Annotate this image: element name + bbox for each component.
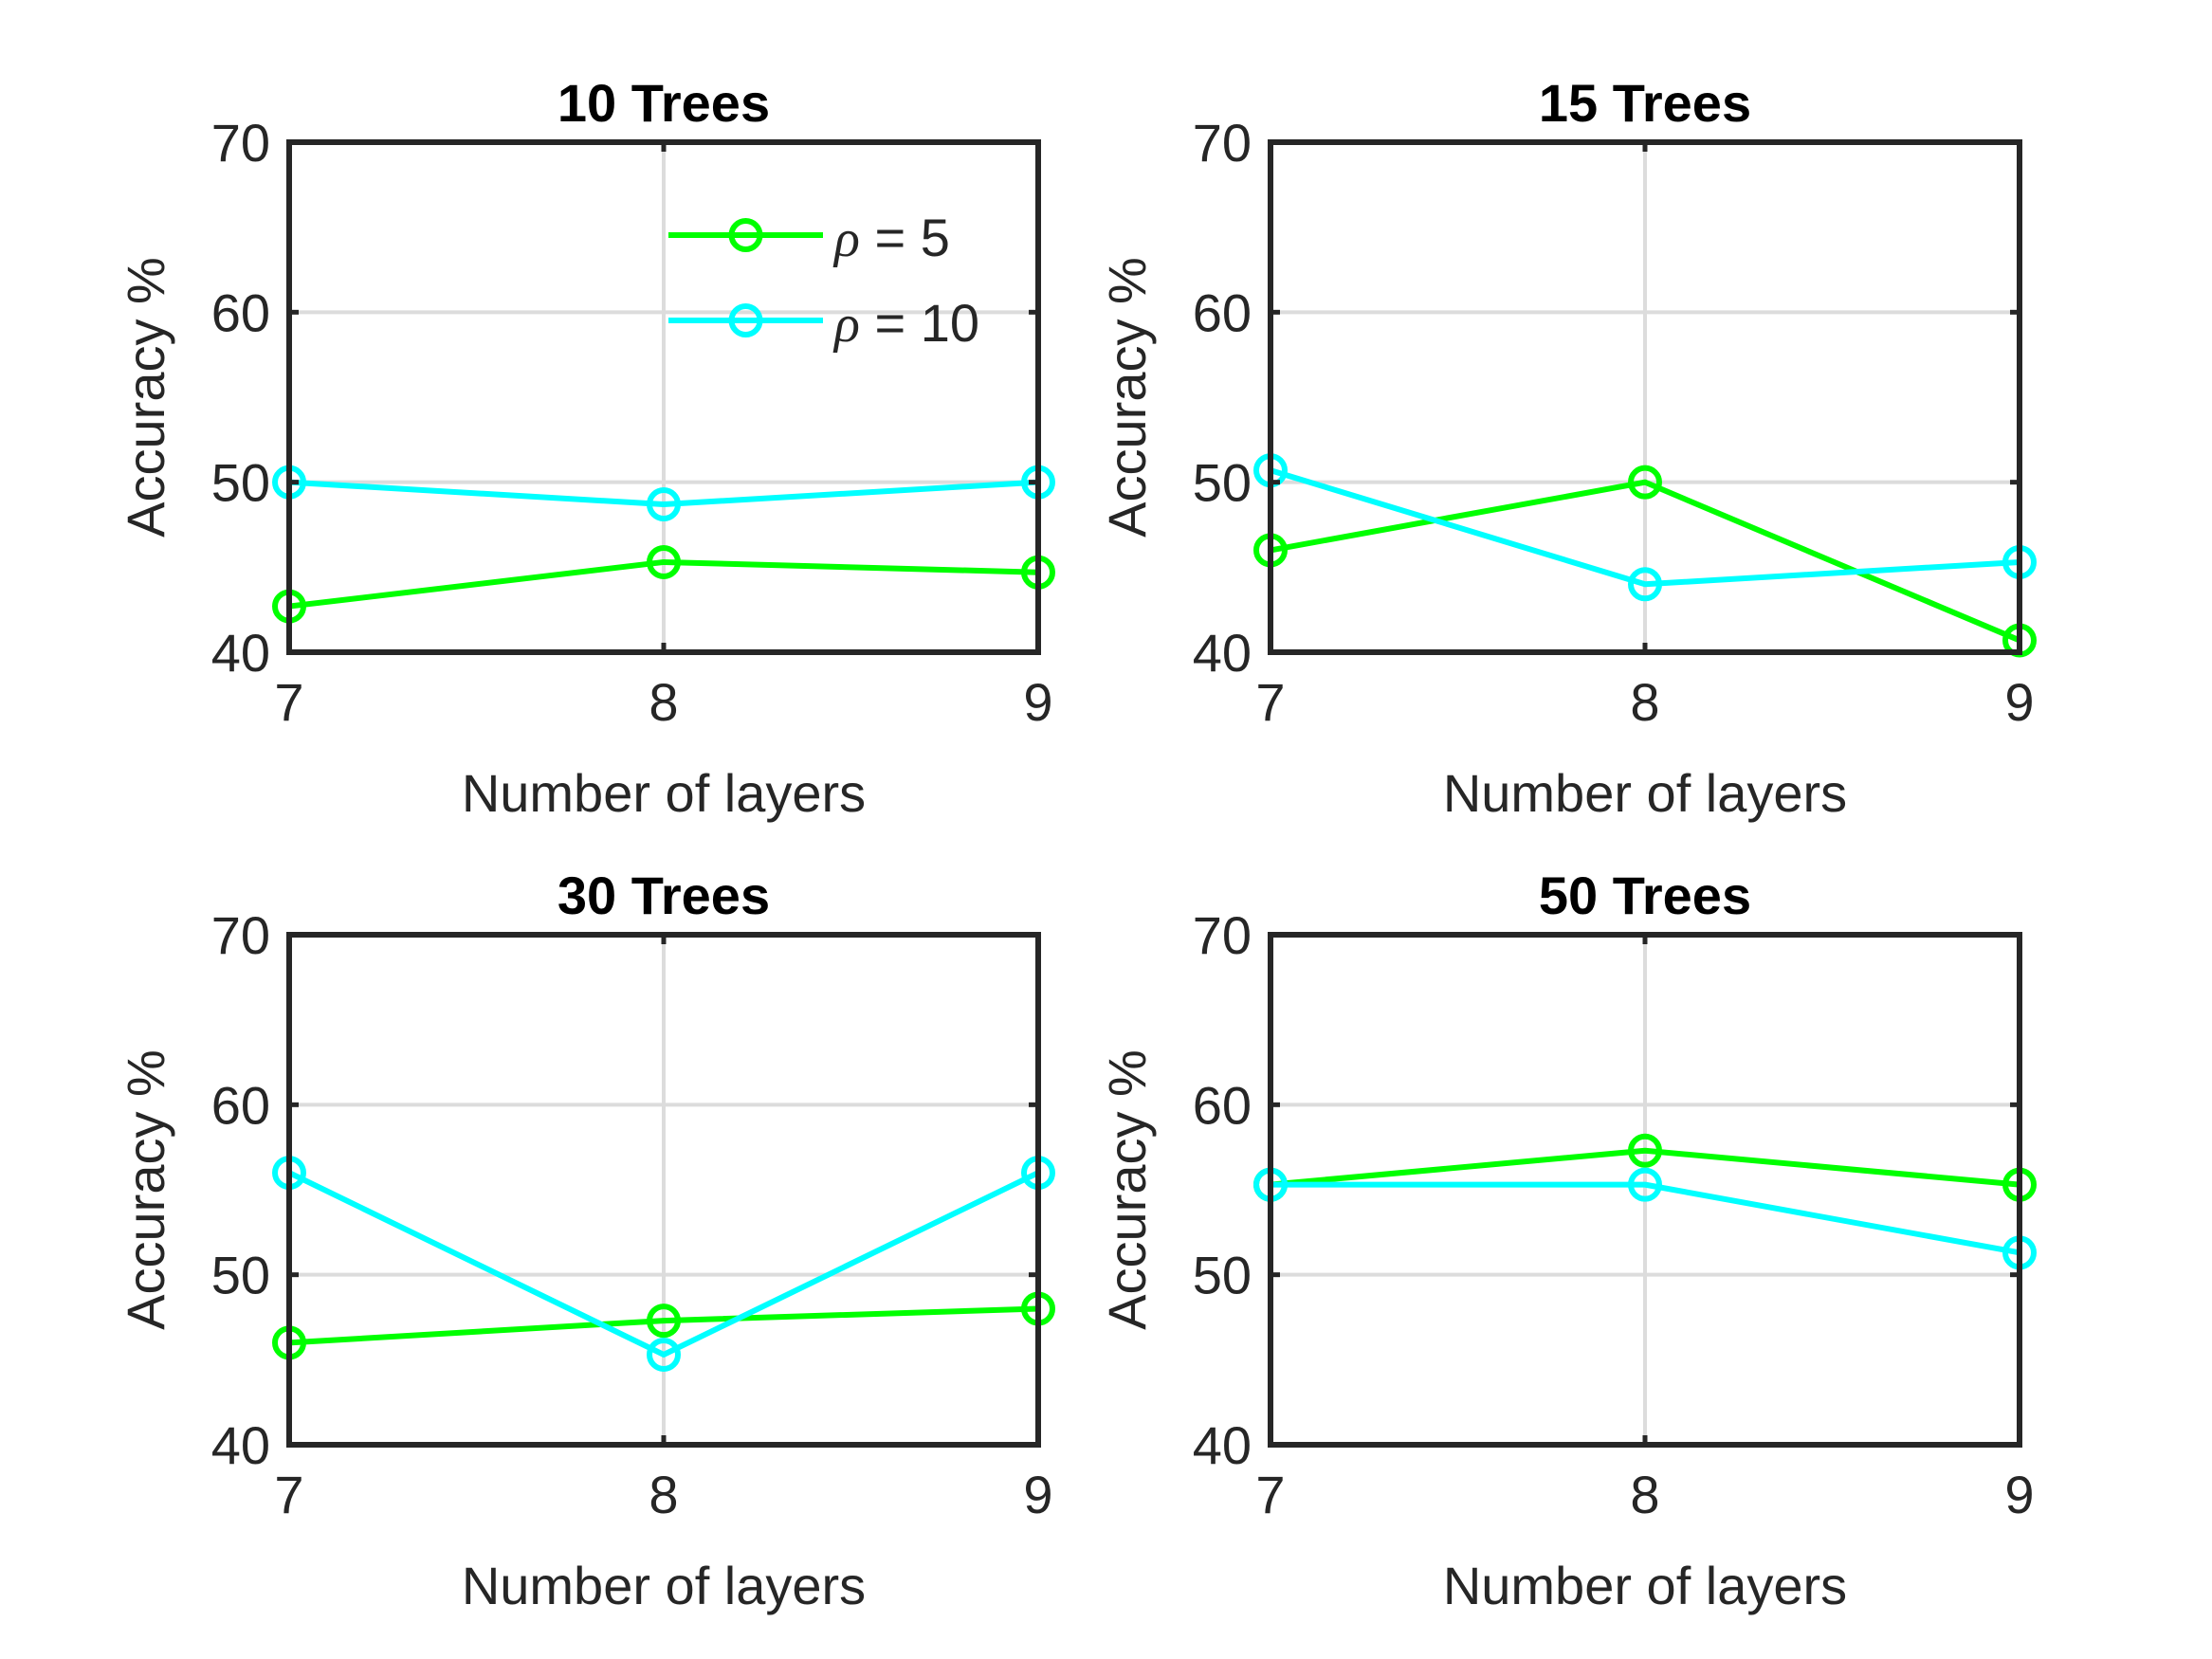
y-tick-label: 50 [211, 1246, 270, 1305]
chart-title: 50 Trees [1539, 866, 1751, 925]
data-point [647, 486, 681, 521]
data-point [1628, 1133, 1662, 1168]
x-tick-label: 9 [1023, 1465, 1052, 1524]
legend-label: ρ = 5 [832, 208, 950, 268]
x-tick-label: 9 [2004, 672, 2034, 732]
subplot-4: 7 8 9 40 50 60 70 50 Trees Number of layers Accur… [1097, 866, 2037, 1615]
x-tick-label: 9 [2004, 1465, 2034, 1524]
series-line-1 [1270, 479, 2021, 644]
legend-label: ρ = 10 [832, 293, 979, 354]
subplot-1: 7 8 9 40 50 60 70 10 Trees Number of layers Accur… [116, 73, 1055, 823]
y-tick-label: 60 [1193, 1075, 1252, 1135]
y-tick-label: 50 [1193, 453, 1252, 513]
x-axis-label: Number of layers [462, 763, 866, 823]
y-tick-label: 50 [1193, 1246, 1252, 1305]
y-tick-label: 60 [211, 1075, 270, 1135]
x-axis-label: Number of layers [1443, 763, 1847, 823]
y-tick-label: 70 [211, 113, 270, 173]
y-tick-label: 60 [1193, 283, 1252, 342]
legend-swatch-marker [728, 218, 763, 252]
subplot-3: 7 8 9 40 50 60 70 30 Trees Number of layers Accur… [116, 866, 1055, 1615]
y-axis-label: Accuracy % [116, 257, 175, 538]
series-line-2 [288, 479, 1039, 507]
y-tick-label: 40 [211, 1415, 270, 1475]
y-tick-label: 70 [1193, 113, 1252, 173]
x-tick-label: 7 [274, 1465, 303, 1524]
series-line-2 [287, 1170, 1040, 1358]
series-line-1 [1270, 1147, 2020, 1188]
y-tick-label: 70 [1193, 905, 1252, 965]
y-axis-label: Accuracy % [1097, 257, 1157, 538]
y-tick-label: 40 [1193, 623, 1252, 683]
y-axis-label: Accuracy % [1097, 1049, 1157, 1330]
legend: ρ = 5ρ = 10 [668, 208, 979, 354]
y-tick-label: 50 [211, 453, 270, 513]
series-line-1 [288, 1305, 1039, 1346]
data-point [1628, 567, 1662, 602]
x-tick-label: 7 [1255, 1465, 1285, 1524]
legend-swatch-marker [728, 303, 763, 337]
legend-value: = 10 [860, 293, 979, 353]
x-tick-label: 7 [274, 672, 303, 732]
subplot-2: 7 8 9 40 50 60 70 15 Trees Number of layers Accur… [1097, 73, 2037, 823]
y-tick-label: 60 [211, 283, 270, 342]
y-tick-label: 70 [211, 905, 270, 965]
data-point [1628, 1167, 1662, 1202]
y-tick-label: 40 [211, 623, 270, 683]
chart-title: 15 Trees [1539, 73, 1751, 133]
x-tick-label: 8 [1630, 672, 1659, 732]
x-axis-label: Number of layers [462, 1556, 866, 1615]
x-tick-label: 7 [1255, 672, 1285, 732]
data-point [647, 1337, 681, 1372]
x-tick-label: 8 [1630, 1465, 1659, 1524]
series-line-1 [288, 558, 1039, 610]
data-point [647, 1304, 681, 1339]
y-axis-label: Accuracy % [116, 1049, 175, 1330]
data-point [1628, 465, 1662, 500]
chart-title: 10 Trees [558, 73, 770, 133]
x-tick-label: 9 [1023, 672, 1052, 732]
x-tick-label: 8 [649, 1465, 678, 1524]
legend-symbol: ρ [832, 295, 860, 354]
x-axis-label: Number of layers [1443, 1556, 1847, 1615]
y-tick-label: 40 [1193, 1415, 1252, 1475]
chart-title: 30 Trees [558, 866, 770, 925]
legend-value: = 5 [860, 208, 950, 267]
series-line-2 [1270, 467, 2020, 588]
x-tick-label: 8 [649, 672, 678, 732]
data-point [647, 544, 681, 579]
legend-symbol: ρ [832, 210, 860, 268]
series-line-2 [1271, 1181, 2020, 1256]
